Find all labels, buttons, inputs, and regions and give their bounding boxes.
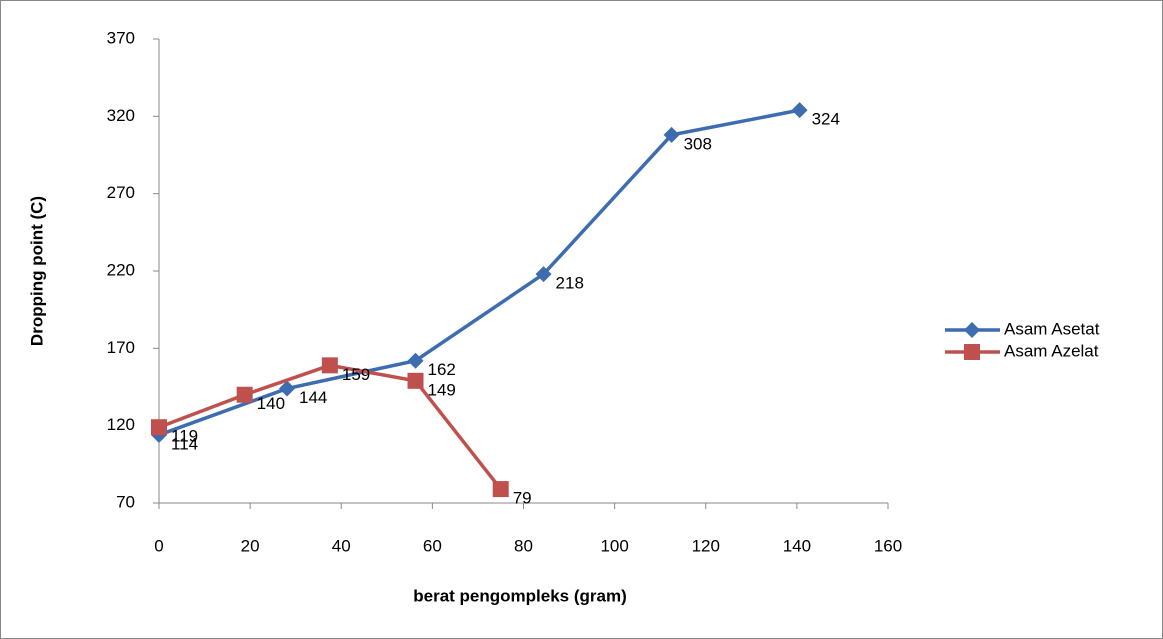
- x-tick-label: 140: [783, 536, 811, 555]
- x-tick-label: 120: [692, 536, 720, 555]
- point: [408, 373, 424, 389]
- x-tick-label: 80: [514, 536, 533, 555]
- chart: berat pengompleks (gram) Dropping point …: [0, 0, 1163, 639]
- point: [151, 419, 167, 435]
- data-label: 159: [342, 365, 370, 384]
- x-tick-label: 160: [874, 536, 902, 555]
- legend-label: Asam Asetat: [1004, 319, 1100, 338]
- point: [237, 387, 253, 403]
- y-tick-label: 270: [107, 183, 135, 202]
- legend-marker: [964, 344, 980, 360]
- data-label: 149: [428, 380, 456, 399]
- y-tick-label: 70: [116, 492, 135, 511]
- x-tick-label: 20: [241, 536, 260, 555]
- legend-label: Asam Azelat: [1004, 341, 1099, 360]
- point: [322, 357, 338, 373]
- data-label: 162: [428, 360, 456, 379]
- data-label: 218: [556, 274, 584, 293]
- x-tick-label: 100: [600, 536, 628, 555]
- data-label: 119: [171, 427, 198, 446]
- x-tick-label: 60: [423, 536, 442, 555]
- page: {"chart_data": {"type": "line", "x_label…: [0, 0, 1163, 639]
- y-axis-title: Dropping point (C): [27, 196, 46, 346]
- chart-frame: [1, 1, 1163, 639]
- x-tick-label: 40: [332, 536, 351, 555]
- y-tick-label: 220: [107, 260, 135, 279]
- x-axis-title: berat pengompleks (gram): [413, 586, 627, 605]
- data-label: 79: [513, 489, 532, 508]
- y-tick-label: 170: [107, 338, 135, 357]
- data-label: 308: [684, 134, 712, 153]
- y-tick-label: 370: [107, 28, 135, 47]
- x-tick-label: 0: [154, 536, 163, 555]
- y-tick-label: 120: [107, 415, 135, 434]
- data-label: 144: [299, 388, 327, 407]
- y-tick-label: 320: [107, 106, 135, 125]
- data-label: 324: [812, 110, 840, 129]
- point: [493, 481, 509, 497]
- data-label: 140: [257, 394, 285, 413]
